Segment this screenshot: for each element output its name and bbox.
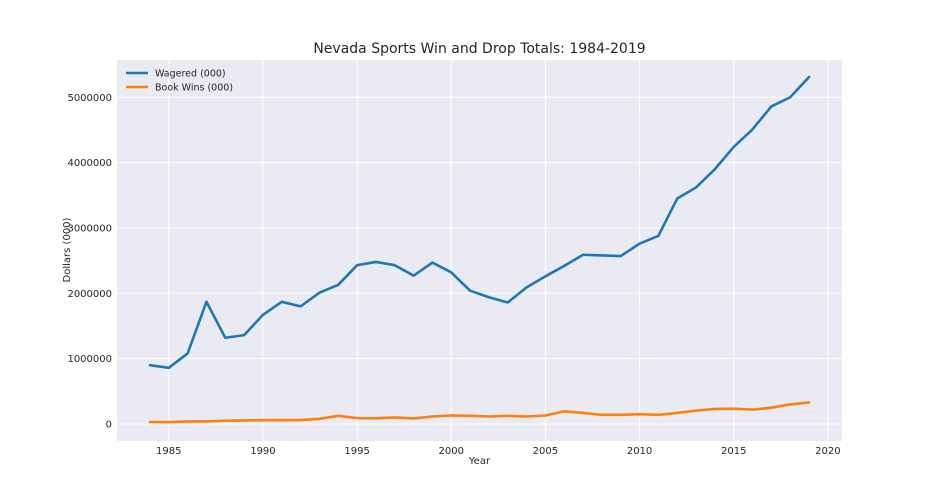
x-tick-label: 1990 — [250, 446, 275, 457]
y-tick-label: 2000000 — [67, 289, 112, 300]
y-tick-label: 4000000 — [67, 158, 112, 169]
legend-label: Wagered (000) — [155, 69, 226, 80]
x-axis-ticks: 1985 1990 1995 2000 2005 2010 2015 2020 — [156, 446, 841, 457]
x-tick-label: 2020 — [815, 446, 840, 457]
x-axis-label: Year — [468, 456, 491, 467]
plot-area — [117, 60, 842, 441]
x-tick-label: 2000 — [439, 446, 464, 457]
x-tick-label: 2010 — [627, 446, 652, 457]
y-tick-label: 1000000 — [67, 354, 112, 365]
y-tick-label: 0 — [106, 420, 112, 431]
y-tick-label: 3000000 — [67, 223, 112, 234]
x-tick-label: 1985 — [156, 446, 181, 457]
x-tick-label: 2015 — [721, 446, 746, 457]
series-layer — [148, 75, 811, 424]
series-line-wagered — [148, 75, 811, 370]
legend: Wagered (000) Book Wins (000) — [126, 69, 233, 94]
chart-title: Nevada Sports Win and Drop Totals: 1984-… — [313, 41, 645, 57]
x-tick-label: 2005 — [533, 446, 558, 457]
y-axis-label: Dollars (000) — [62, 217, 73, 282]
legend-label: Book Wins (000) — [155, 83, 233, 94]
y-tick-label: 5000000 — [67, 93, 112, 104]
x-tick-label: 1995 — [344, 446, 369, 457]
series-line-book-wins — [148, 401, 811, 424]
y-axis-ticks: 0 1000000 2000000 3000000 4000000 5000000 — [67, 93, 112, 431]
